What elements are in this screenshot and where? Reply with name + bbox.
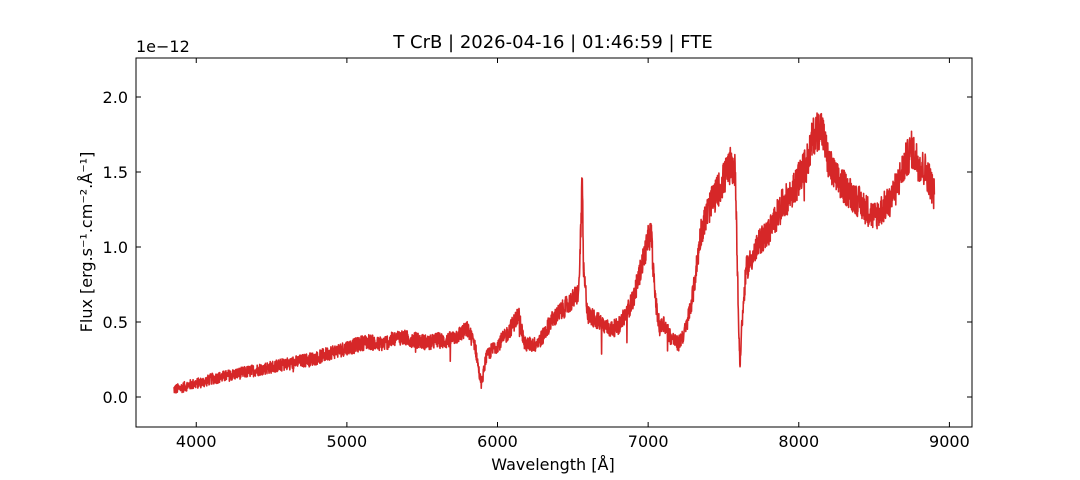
x-tick-label: 5000	[327, 432, 368, 451]
y-tick-label: 0.5	[103, 313, 128, 332]
y-tick-label: 1.0	[103, 238, 128, 257]
x-tick-label: 6000	[477, 432, 518, 451]
chart-title: T CrB | 2026-04-16 | 01:46:59 | FTE	[392, 32, 712, 53]
axes: 4000 5000 6000 7000 8000 9000 0.0 0.5 1.0 1.5 2.0	[103, 57, 973, 451]
y-tick-label: 1.5	[103, 163, 128, 182]
y-offset-text: 1e−12	[136, 37, 190, 56]
y-tick-label: 2.0	[103, 88, 128, 107]
x-axis-label: Wavelength [Å]	[491, 455, 614, 474]
x-tick-label: 9000	[929, 432, 970, 451]
x-tick-label: 4000	[176, 432, 217, 451]
y-axis-label: Flux [erg.s⁻¹.cm⁻².Å⁻¹]	[77, 152, 96, 333]
x-tick-label: 8000	[778, 432, 819, 451]
y-tick-label: 0.0	[103, 388, 128, 407]
spectrum-line	[173, 112, 936, 394]
x-tick-label: 7000	[628, 432, 669, 451]
plot-area	[173, 112, 936, 394]
plot-frame	[135, 57, 973, 428]
